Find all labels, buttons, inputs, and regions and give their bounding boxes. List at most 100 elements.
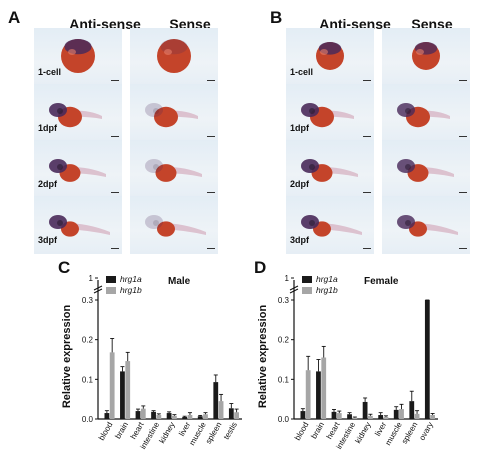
bar: [109, 352, 115, 419]
bar: [151, 411, 156, 419]
bar: [409, 401, 415, 419]
embryo-image-b-antisense-2: 2dpf: [286, 140, 374, 198]
embryo-image-a-antisense-0: 1-cell: [34, 28, 122, 86]
bar: [331, 411, 337, 419]
y-tick-label: 0.2: [278, 336, 290, 345]
axis-break-mark: [93, 285, 103, 291]
stage-label: 1dpf: [290, 123, 309, 133]
embryo-image-a-sense-1: [130, 84, 218, 142]
embryo-image-a-antisense-1: 1dpf: [34, 84, 122, 142]
embryo-image-a-sense-0: [130, 28, 218, 86]
y-tick-label: 0.1: [82, 375, 94, 384]
x-tick-label: liver: [373, 420, 388, 437]
legend-swatch: [106, 287, 116, 294]
x-tick-label: kidney: [353, 421, 372, 446]
embryo-image-a-sense-2: [130, 140, 218, 198]
embryo-image-b-antisense-1: 1dpf: [286, 84, 374, 142]
bar: [316, 371, 321, 419]
bar: [197, 416, 203, 419]
x-tick-label: kidney: [157, 421, 176, 446]
panel-label-a: A: [8, 8, 21, 27]
bar: [383, 417, 389, 419]
bar: [424, 300, 430, 419]
chart-male: 0.0 0.1 0.2 0.3 1 Relative expression hrg1ahrg…: [61, 274, 242, 451]
y-tick-label: 0.2: [82, 336, 94, 345]
x-tick-label: spleen: [204, 421, 224, 446]
bar: [414, 413, 420, 419]
stage-label: 3dpf: [290, 235, 309, 245]
bar: [378, 415, 384, 419]
scale-bar: [459, 191, 467, 193]
embryo-image-b-antisense-0: 1-cell: [286, 28, 374, 86]
bar: [140, 408, 146, 419]
x-tick-label: liver: [177, 420, 192, 437]
chart-title: Female: [364, 276, 399, 287]
scale-bar: [459, 135, 467, 137]
bar: [234, 412, 240, 419]
scale-bar: [363, 247, 371, 249]
bar: [368, 415, 373, 419]
bar: [135, 411, 141, 419]
panel-label-b: B: [270, 8, 283, 27]
x-tick-label: ovary: [417, 421, 435, 442]
bar: [182, 417, 188, 419]
scale-bar: [207, 247, 215, 249]
embryo-image-b-sense-3: [382, 196, 470, 254]
bar: [213, 382, 219, 419]
chart-female: 0.0 0.1 0.2 0.3 1 Relative expression hrg1ahrg…: [257, 274, 438, 451]
x-tick-label: testis: [222, 421, 239, 442]
chart-title: Male: [168, 276, 191, 287]
y-axis-label: Relative expression: [61, 305, 73, 409]
scale-bar: [363, 191, 371, 193]
bar: [347, 414, 352, 419]
y-tick-label: 0.0: [82, 415, 94, 424]
stage-label: 3dpf: [38, 235, 57, 245]
scale-bar: [363, 79, 371, 81]
axis-break-mark: [93, 288, 103, 294]
bar: [120, 371, 125, 419]
bar: [393, 409, 399, 419]
y-tick-label: 0.1: [278, 375, 290, 384]
scale-bar: [459, 247, 467, 249]
scale-bar: [111, 247, 119, 249]
x-tick-label: spleen: [400, 421, 420, 446]
legend-label: hrg1b: [120, 285, 142, 295]
bar: [321, 357, 327, 419]
scale-bar: [207, 191, 215, 193]
scale-bar: [207, 79, 215, 81]
embryo-image-b-sense-1: [382, 84, 470, 142]
bar: [430, 415, 436, 419]
stage-label: 1dpf: [38, 123, 57, 133]
embryo-image-a-antisense-2: 2dpf: [34, 140, 122, 198]
x-tick-label: brain: [309, 421, 326, 441]
stage-label: 2dpf: [290, 179, 309, 189]
bar: [172, 415, 177, 419]
embryo-image-b-sense-0: [382, 28, 470, 86]
bar: [187, 415, 193, 419]
stage-label: 2dpf: [38, 179, 57, 189]
axis-break-mark: [289, 288, 299, 294]
y-tick-label: 0.0: [278, 415, 290, 424]
scale-bar: [111, 135, 119, 137]
embryo-image-b-sense-2: [382, 140, 470, 198]
stage-label: 1-cell: [290, 67, 314, 77]
y-tick-label: 1: [285, 274, 290, 283]
x-tick-label: brain: [113, 421, 130, 441]
y-axis-label: Relative expression: [257, 305, 269, 409]
embryo-image-a-sense-3: [130, 196, 218, 254]
bar: [228, 408, 234, 419]
embryo-image-a-antisense-3: 3dpf: [34, 196, 122, 254]
embryo-image-b-antisense-3: 3dpf: [286, 196, 374, 254]
legend-label: hrg1a: [316, 274, 338, 284]
legend-label: hrg1a: [120, 274, 142, 284]
bar: [218, 401, 224, 419]
bar: [336, 413, 342, 419]
x-tick-label: blood: [293, 421, 311, 442]
bar: [300, 411, 306, 419]
axis-break-mark: [289, 285, 299, 291]
scale-bar: [207, 135, 215, 137]
bar: [125, 361, 131, 419]
bar: [399, 409, 404, 419]
bar: [156, 415, 162, 419]
stage-label: 1-cell: [38, 67, 62, 77]
